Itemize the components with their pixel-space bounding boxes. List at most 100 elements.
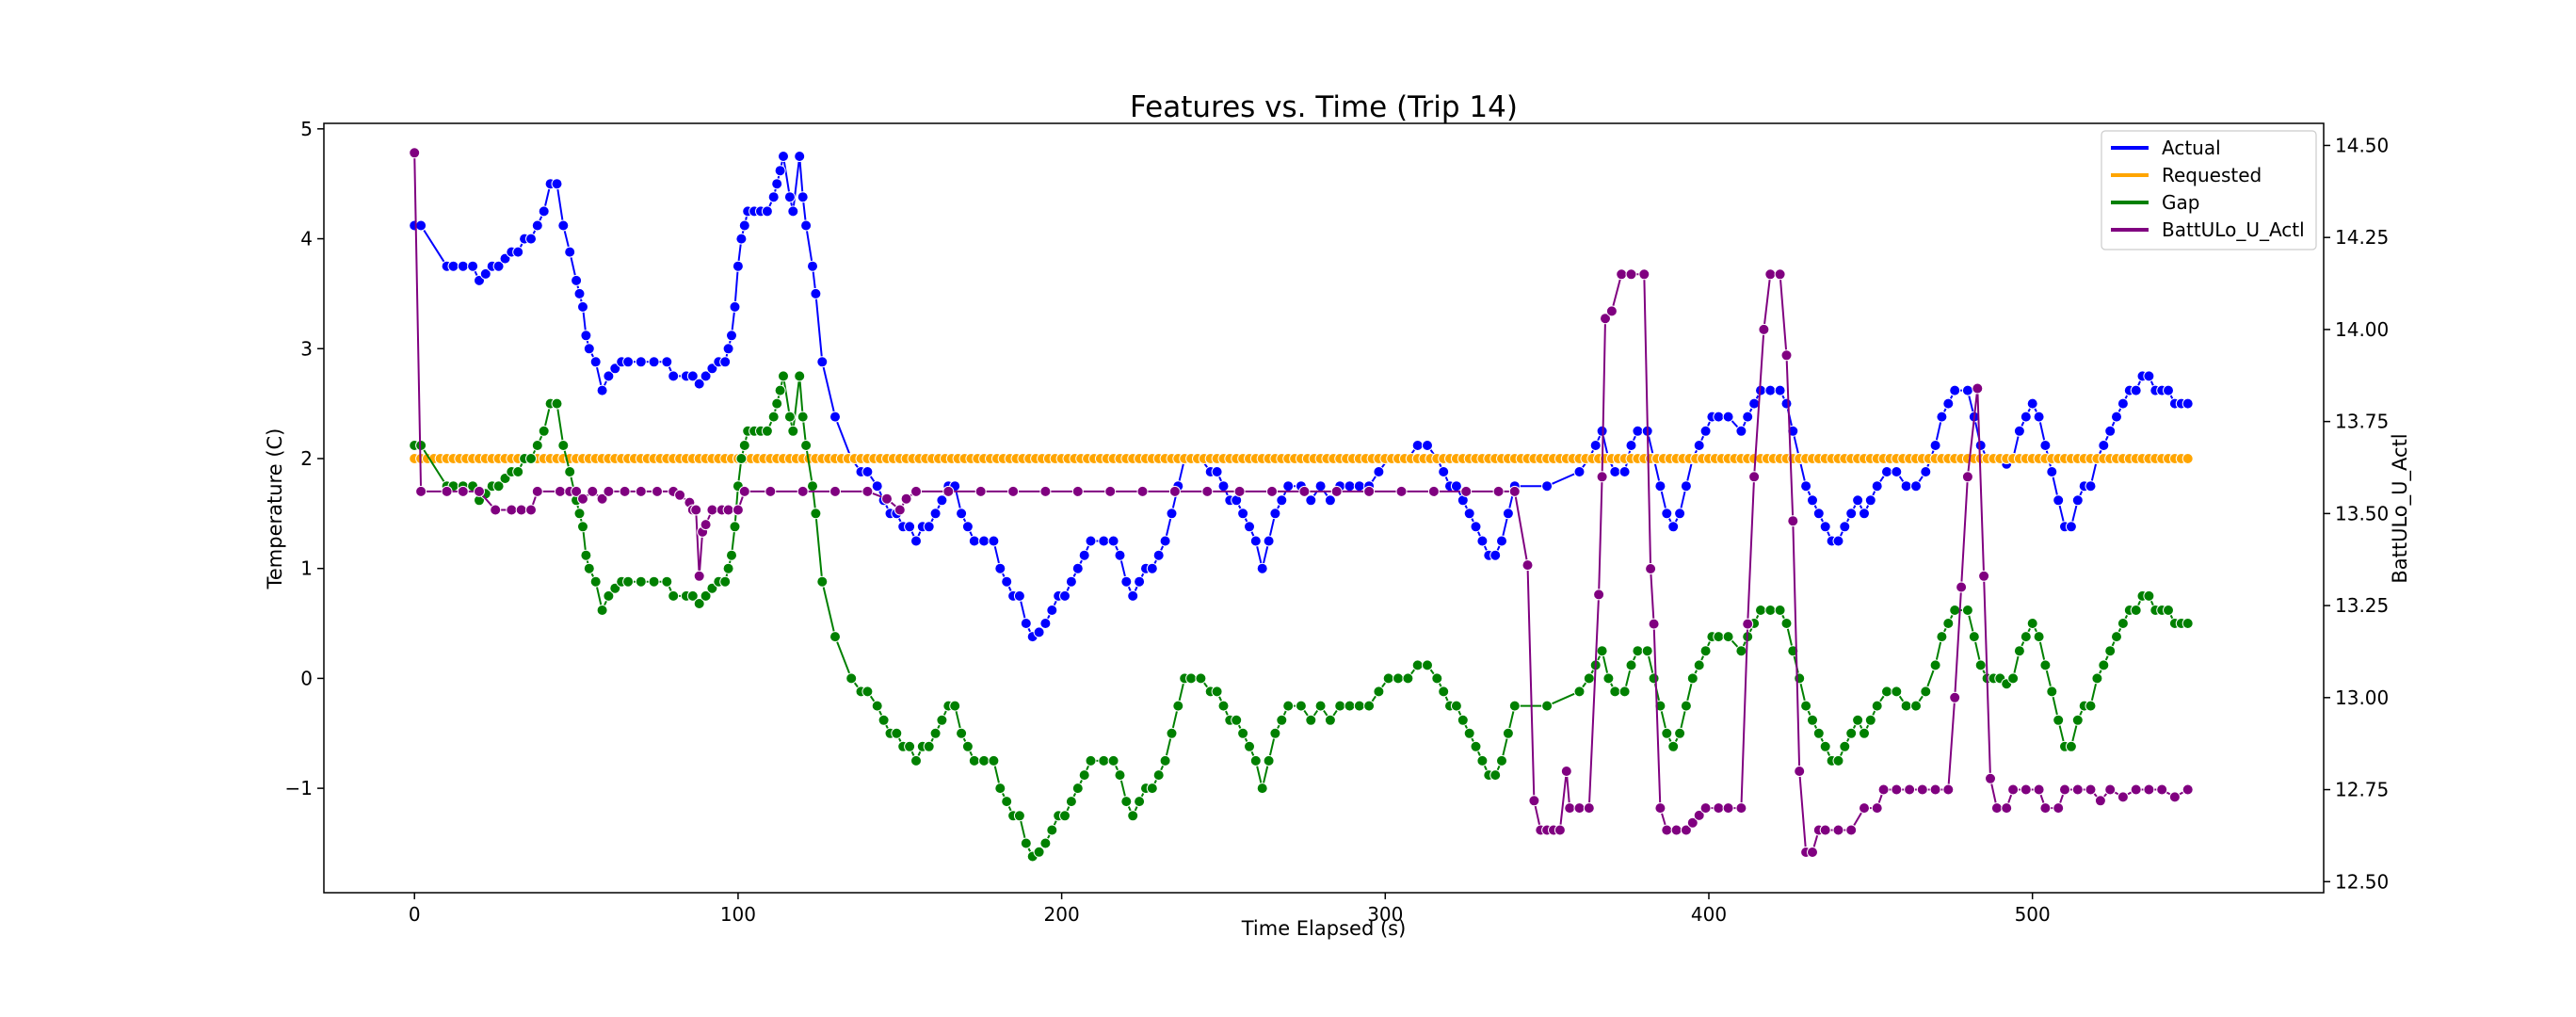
data-point-battulo-u-actl bbox=[1104, 485, 1117, 497]
data-point-gap bbox=[1078, 769, 1090, 782]
data-point-gap bbox=[668, 589, 680, 602]
data-point-actual bbox=[1735, 425, 1747, 437]
data-point-battulo-u-actl bbox=[2020, 783, 2032, 796]
data-point-gap bbox=[2111, 631, 2122, 643]
data-point-actual bbox=[1589, 440, 1602, 451]
data-point-actual bbox=[583, 343, 595, 355]
data-point-gap bbox=[573, 508, 586, 520]
data-point-gap bbox=[2033, 631, 2045, 643]
data-point-actual bbox=[904, 521, 916, 533]
data-point-actual bbox=[761, 205, 773, 218]
data-point-gap bbox=[2053, 714, 2065, 726]
data-point-actual bbox=[871, 480, 883, 492]
data-point-gap bbox=[648, 575, 660, 588]
y-tick-label: −1 bbox=[285, 777, 313, 799]
data-point-gap bbox=[1674, 727, 1686, 739]
data-point-gap bbox=[2182, 618, 2194, 629]
data-point-battulo-u-actl bbox=[1201, 485, 1214, 497]
data-point-actual bbox=[635, 356, 647, 368]
data-point-gap bbox=[2007, 672, 2020, 685]
data-point-gap bbox=[1269, 727, 1281, 739]
data-point-gap bbox=[1968, 631, 1980, 643]
data-point-gap bbox=[1244, 740, 1255, 752]
data-point-gap bbox=[807, 480, 818, 492]
data-point-gap bbox=[1085, 754, 1097, 767]
data-point-gap bbox=[810, 508, 822, 520]
data-point-gap bbox=[891, 727, 903, 739]
data-point-gap bbox=[1583, 672, 1595, 685]
data-point-actual bbox=[2085, 480, 2097, 492]
y-right-tick-label: 13.75 bbox=[2335, 411, 2389, 433]
data-point-battulo-u-actl bbox=[1573, 802, 1586, 815]
data-point-gap bbox=[767, 411, 780, 423]
data-point-gap bbox=[1020, 837, 1032, 849]
data-point-battulo-u-actl bbox=[2143, 783, 2155, 796]
data-point-actual bbox=[1107, 535, 1119, 547]
data-point-battulo-u-actl bbox=[1774, 268, 1786, 281]
data-point-battulo-u-actl bbox=[2007, 783, 2020, 796]
data-point-gap bbox=[2039, 659, 2052, 671]
data-point-actual bbox=[2143, 370, 2155, 382]
data-point-actual bbox=[467, 260, 479, 272]
x-tick-label: 500 bbox=[2015, 903, 2051, 926]
data-point-gap bbox=[1159, 754, 1171, 767]
data-point-battulo-u-actl bbox=[1670, 824, 1682, 836]
data-point-actual bbox=[1609, 466, 1621, 477]
data-point-battulo-u-actl bbox=[1845, 824, 1858, 836]
series-line-actual bbox=[414, 155, 2188, 638]
data-point-battulo-u-actl bbox=[415, 485, 427, 497]
data-point-actual bbox=[968, 535, 980, 547]
data-point-actual bbox=[1910, 480, 1922, 492]
data-point-gap bbox=[910, 754, 922, 767]
y-right-tick-label: 14.00 bbox=[2335, 318, 2389, 341]
data-point-battulo-u-actl bbox=[797, 485, 809, 497]
data-point-actual bbox=[1463, 508, 1475, 520]
data-point-actual bbox=[726, 330, 737, 342]
data-point-gap bbox=[816, 575, 829, 588]
x-axis-label: Time Elapsed (s) bbox=[1241, 917, 1407, 940]
data-point-actual bbox=[580, 330, 592, 342]
data-point-gap bbox=[1891, 686, 1903, 698]
data-point-gap bbox=[622, 575, 635, 588]
data-point-gap bbox=[1098, 754, 1110, 767]
x-tick-label: 0 bbox=[409, 903, 421, 926]
data-point-gap bbox=[1693, 659, 1705, 671]
data-point-gap bbox=[1438, 686, 1450, 698]
data-point-actual bbox=[1305, 494, 1317, 507]
data-point-actual bbox=[1276, 494, 1288, 507]
data-point-battulo-u-actl bbox=[2182, 783, 2194, 796]
data-point-battulo-u-actl bbox=[2117, 791, 2129, 803]
data-point-battulo-u-actl bbox=[2156, 783, 2168, 796]
data-point-gap bbox=[1013, 810, 1025, 822]
data-point-battulo-u-actl bbox=[652, 485, 663, 497]
data-point-gap bbox=[787, 425, 799, 437]
data-point-battulo-u-actl bbox=[706, 504, 718, 516]
data-point-battulo-u-actl bbox=[861, 485, 874, 497]
data-point-gap bbox=[1166, 727, 1178, 739]
data-point-actual bbox=[1819, 521, 1831, 533]
data-point-gap bbox=[988, 754, 1000, 767]
data-point-gap bbox=[700, 589, 712, 602]
data-point-actual bbox=[1920, 466, 1932, 477]
data-point-actual bbox=[1974, 440, 1987, 451]
data-point-gap bbox=[512, 466, 524, 477]
data-point-actual bbox=[1422, 440, 1433, 451]
data-point-actual bbox=[2033, 411, 2045, 423]
data-point-actual bbox=[1693, 440, 1705, 451]
data-point-actual bbox=[2065, 521, 2077, 533]
data-point-gap bbox=[1920, 686, 1932, 698]
data-point-gap bbox=[1686, 672, 1699, 685]
legend: Actual Requested Gap BattULo_U_Actl bbox=[2101, 130, 2317, 250]
data-point-gap bbox=[800, 440, 813, 451]
plot-area bbox=[409, 147, 2194, 863]
data-point-battulo-u-actl bbox=[1492, 485, 1505, 497]
data-point-actual bbox=[415, 219, 427, 232]
data-point-gap bbox=[1152, 769, 1165, 782]
data-point-actual bbox=[800, 219, 813, 232]
data-point-gap bbox=[949, 700, 961, 712]
legend-label: Gap bbox=[2162, 191, 2199, 214]
data-point-gap bbox=[1942, 618, 1955, 629]
data-point-actual bbox=[783, 191, 796, 203]
data-point-battulo-u-actl bbox=[1661, 824, 1673, 836]
data-point-actual bbox=[589, 356, 602, 368]
